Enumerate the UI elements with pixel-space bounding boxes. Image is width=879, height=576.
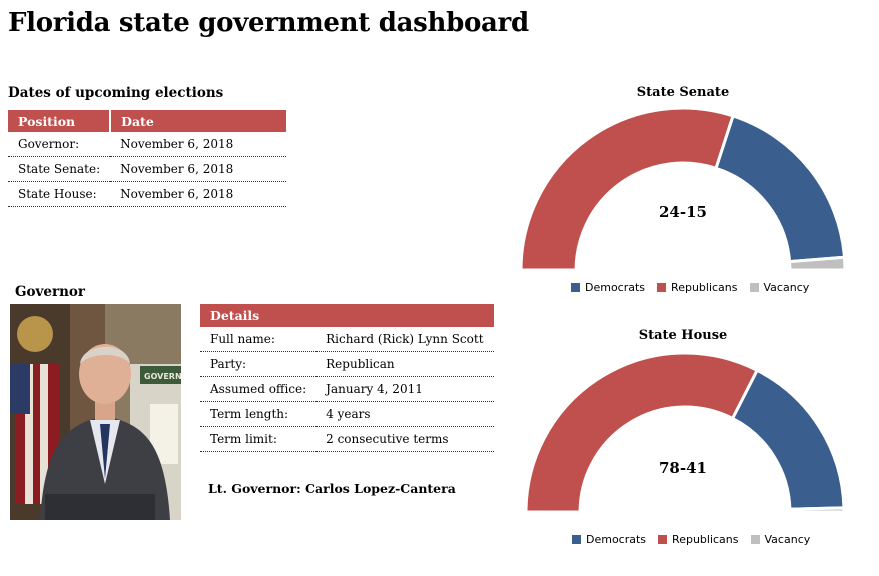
senate-legend: Democrats Republicans Vacancy: [571, 281, 809, 294]
election-position: State House:: [8, 181, 111, 207]
gauge-segment-republicans: [519, 106, 735, 272]
house-gauge-chart: [524, 351, 846, 514]
legend-item-republicans: Republicans: [658, 533, 739, 546]
governor-photo: GOVERN: [10, 304, 181, 520]
legend-swatch-democrats: [571, 283, 580, 292]
lt-governor-label: Lt. Governor: Carlos Lopez-Cantera: [208, 481, 456, 496]
column-header-position: Position: [8, 110, 111, 132]
elections-header-row: Position Date: [8, 110, 286, 132]
legend-item-vacancy: Vacancy: [750, 533, 811, 546]
detail-label: Full name:: [200, 327, 317, 352]
table-row: Full name: Richard (Rick) Lynn Scott: [200, 327, 494, 352]
gauge-segment-vacancy: [788, 506, 846, 514]
column-header-date: Date: [109, 110, 286, 132]
legend-swatch-vacancy: [750, 535, 760, 544]
gauge-segment-vacancy: [787, 255, 847, 272]
page-title: Florida state government dashboard: [8, 8, 529, 38]
legend-label: Vacancy: [763, 281, 810, 294]
governor-details-table: Details Full name: Richard (Rick) Lynn S…: [200, 304, 494, 452]
legend-label: Democrats: [586, 533, 647, 546]
table-row: State House: November 6, 2018: [8, 181, 286, 207]
table-row: Term length: 4 years: [200, 401, 494, 427]
detail-value: Richard (Rick) Lynn Scott: [316, 327, 494, 352]
gauge-segment-democrats: [714, 114, 847, 264]
senate-chart-title: State Senate: [636, 85, 730, 100]
details-header: Details: [200, 304, 494, 327]
elections-table: Position Date Governor: November 6, 2018…: [8, 110, 286, 207]
legend-label: Republicans: [671, 281, 738, 294]
legend-swatch-republicans: [657, 283, 667, 292]
detail-label: Term limit:: [200, 426, 317, 452]
table-row: Term limit: 2 consecutive terms: [200, 426, 494, 452]
senate-center-label: 24-15: [659, 203, 707, 221]
senate-gauge-chart: [519, 106, 847, 272]
detail-value: January 4, 2011: [316, 376, 494, 402]
election-date: November 6, 2018: [110, 132, 286, 157]
legend-swatch-democrats: [572, 535, 581, 544]
legend-swatch-vacancy: [749, 283, 759, 292]
detail-label: Term length:: [200, 401, 317, 427]
house-legend: Democrats Republicans Vacancy: [572, 533, 810, 546]
detail-value: 2 consecutive terms: [316, 426, 494, 452]
legend-label: Democrats: [585, 281, 646, 294]
legend-swatch-republicans: [658, 535, 668, 544]
detail-label: Party:: [200, 351, 317, 377]
legend-item-republicans: Republicans: [657, 281, 738, 294]
table-row: Assumed office: January 4, 2011: [200, 376, 494, 402]
gauge-segment-republicans: [524, 351, 760, 514]
legend-item-democrats: Democrats: [572, 533, 646, 546]
table-row: State Senate: November 6, 2018: [8, 156, 286, 182]
detail-label: Assumed office:: [200, 376, 317, 402]
election-position: Governor:: [8, 132, 111, 157]
election-date: November 6, 2018: [110, 156, 286, 182]
details-header-row: Details: [200, 304, 494, 327]
sign-text: GOVERN: [144, 372, 181, 381]
legend-item-democrats: Democrats: [571, 281, 645, 294]
governor-title: Governor: [15, 284, 86, 300]
table-row: Party: Republican: [200, 351, 494, 377]
detail-value: 4 years: [316, 401, 494, 427]
detail-value: Republican: [316, 351, 494, 377]
table-row: Governor: November 6, 2018: [8, 132, 286, 157]
house-center-label: 78-41: [659, 459, 707, 477]
legend-item-vacancy: Vacancy: [749, 281, 810, 294]
election-position: State Senate:: [8, 156, 111, 182]
legend-label: Vacancy: [764, 533, 811, 546]
legend-label: Republicans: [672, 533, 739, 546]
elections-title: Dates of upcoming elections: [8, 85, 224, 101]
house-chart-title: State House: [638, 328, 728, 343]
gauge-segment-democrats: [730, 368, 846, 511]
election-date: November 6, 2018: [110, 181, 286, 207]
